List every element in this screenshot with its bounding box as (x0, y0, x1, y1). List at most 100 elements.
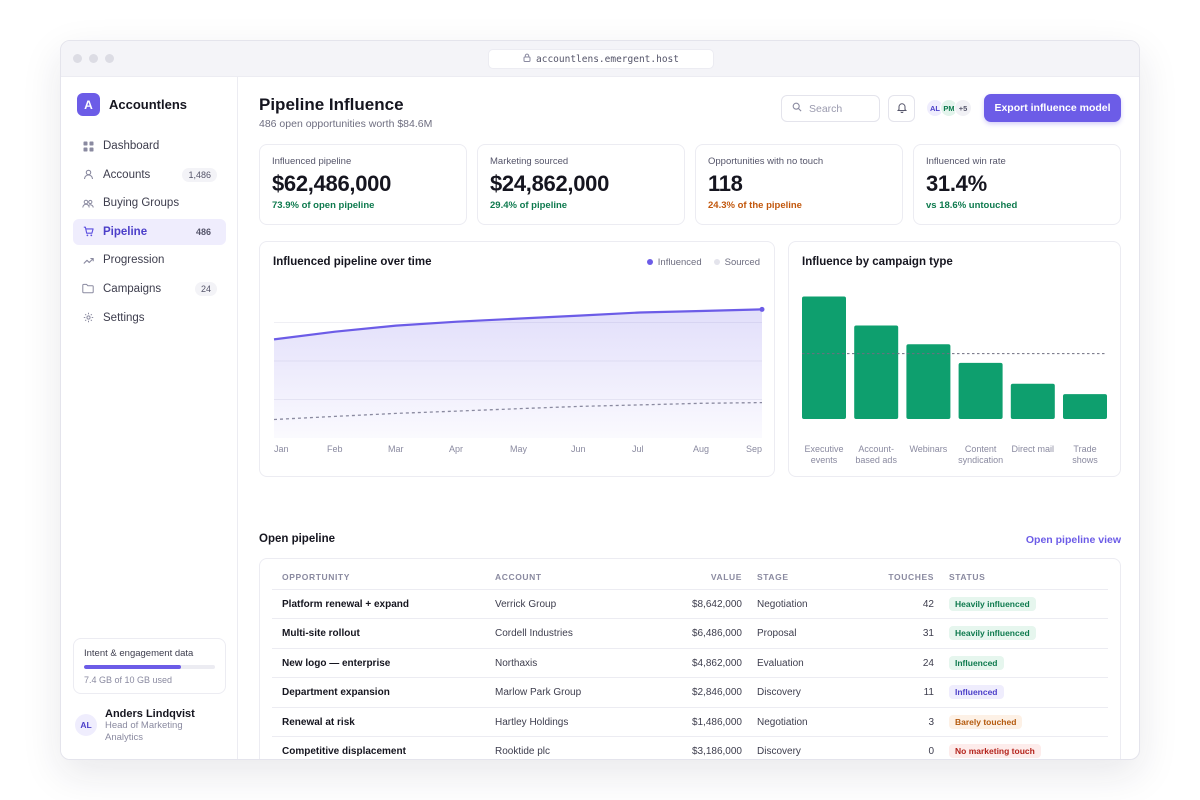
cell-opportunity[interactable]: Multi-site rollout (282, 628, 360, 640)
kpi-value: 118 (708, 171, 743, 196)
bar[interactable] (958, 362, 1003, 419)
column-header-account[interactable]: ACCOUNT (495, 572, 542, 582)
sidebar-item-dashboard[interactable]: Dashboard (73, 133, 226, 159)
cell-opportunity[interactable]: Platform renewal + expand (282, 599, 409, 610)
x-tick-label: Content syndication (958, 444, 1004, 465)
x-tick-label: Direct mail (1011, 444, 1055, 454)
legend-label: Sourced (724, 257, 760, 268)
table-row[interactable]: New logo — enterprise Northaxis $4,862,000… (272, 647, 1108, 677)
sidebar-item-label: Settings (103, 311, 145, 324)
cell-account: Northaxis (495, 657, 538, 669)
address-bar[interactable]: accountlens.emergent.host (488, 49, 714, 69)
legend-dot (646, 259, 653, 266)
sidebar-item-count: 486 (195, 226, 211, 237)
table-row[interactable]: Competitive displacement Rooktide plc $3,1… (272, 736, 1108, 759)
maximize-window-dot[interactable] (105, 54, 114, 63)
cell-account: Cordell Industries (495, 628, 573, 640)
lock-icon (523, 53, 531, 65)
bar[interactable] (1010, 383, 1055, 419)
table-row[interactable]: Department expansion Marlow Park Group $2,… (272, 677, 1108, 706)
x-tick-label: Aug (693, 444, 710, 454)
x-tick-label: Jun (571, 444, 586, 454)
bar-chart (802, 296, 1107, 419)
x-tick-label: Account-based ads (855, 444, 897, 465)
kpi-card-influenced-pipeline: Influenced pipeline $62,486,000 73.9% of… (259, 144, 467, 225)
avatar: AL (75, 714, 97, 736)
column-header-stage[interactable]: STAGE (757, 572, 789, 582)
minimize-window-dot[interactable] (89, 54, 98, 63)
cell-account: Marlow Park Group (495, 687, 582, 699)
kpi-card-win-rate: Influenced win rate 31.4% vs 18.6% untou… (913, 144, 1121, 225)
x-tick-label: Executive events (804, 444, 844, 465)
legend-item-sourced[interactable]: Sourced (713, 257, 760, 268)
cell-account: Hartley Holdings (495, 716, 569, 728)
x-tick-label: Mar (388, 444, 404, 454)
bar[interactable] (1063, 394, 1107, 419)
cell-touches: 24 (922, 657, 934, 669)
sidebar-item-settings[interactable]: Settings (73, 305, 226, 331)
cell-touches: 0 (928, 746, 934, 757)
x-tick-label: Apr (449, 444, 464, 454)
x-tick-label: Feb (327, 444, 343, 454)
user-profile[interactable]: AL Anders Lindqvist Head of Marketing An… (75, 708, 205, 743)
open-pipeline-view-link[interactable]: Open pipeline view (1025, 534, 1121, 546)
column-header-touches[interactable]: TOUCHES (888, 572, 934, 582)
status-badge: Influenced (949, 685, 1004, 700)
x-tick-label: Trade shows (1072, 444, 1098, 465)
column-header-value[interactable]: VALUE (710, 572, 742, 582)
column-header-status[interactable]: STATUS (949, 572, 986, 582)
cell-opportunity[interactable]: Renewal at risk (282, 716, 355, 728)
browser-titlebar: accountlens.emergent.host (61, 41, 1139, 77)
sidebar-item-progression[interactable]: Progression (73, 247, 226, 273)
sidebar-item-label: Pipeline (103, 225, 148, 238)
status-badge: Influenced (949, 655, 1004, 670)
cell-account: Rooktide plc (495, 746, 551, 757)
legend-label: Influenced (657, 257, 702, 268)
page-title: Pipeline Influence (259, 95, 404, 114)
cell-touches: 11 (923, 687, 934, 699)
cell-opportunity[interactable]: Department expansion (282, 687, 390, 699)
bar[interactable] (906, 344, 951, 419)
cell-opportunity[interactable]: Competitive displacement (282, 746, 406, 757)
cell-opportunity[interactable]: New logo — enterprise (282, 657, 391, 669)
page-subtitle: 486 open opportunities worth $84.6M (259, 118, 433, 130)
cell-stage: Negotiation (757, 599, 808, 610)
x-tick-label: May (510, 444, 528, 454)
search-input[interactable]: Search (781, 95, 880, 122)
column-header-opportunity[interactable]: OPPORTUNITY (282, 572, 350, 582)
cell-stage: Negotiation (757, 716, 808, 728)
search-placeholder: Search (809, 102, 843, 115)
storage-progress-fill (84, 665, 181, 669)
kpi-subtext: 29.4% of pipeline (490, 200, 568, 211)
status-badge: Heavily influenced (949, 626, 1036, 641)
bar[interactable] (802, 296, 846, 419)
cell-value: $4,862,000 (691, 657, 742, 669)
cell-stage: Proposal (757, 628, 797, 640)
table-row[interactable]: Multi-site rollout Cordell Industries $6,4… (272, 618, 1108, 647)
trend-icon (82, 254, 94, 266)
kpi-value: $62,486,000 (272, 171, 392, 196)
table-row[interactable]: Renewal at risk Hartley Holdings $1,486,00… (272, 706, 1108, 736)
kpi-subtext: vs 18.6% untouched (926, 200, 1018, 211)
sidebar-item-pipeline[interactable]: Pipeline 486 (73, 218, 226, 245)
bar[interactable] (854, 325, 899, 419)
grid-icon (82, 140, 94, 152)
x-tick-label: Sep (746, 444, 763, 454)
export-influence-model-button[interactable]: Export influence model (984, 94, 1121, 122)
collaborator-avatars[interactable]: AL PM +5 (926, 99, 972, 117)
storage-progress-bar (84, 665, 215, 669)
sidebar-item-campaigns[interactable]: Campaigns 24 (73, 276, 226, 302)
notifications-button[interactable] (888, 95, 915, 122)
cell-stage: Discovery (757, 687, 801, 699)
cell-stage: Evaluation (757, 657, 804, 669)
sidebar-item-accounts[interactable]: Accounts 1,486 (73, 162, 226, 188)
cell-value: $3,186,000 (691, 746, 742, 757)
gear-icon (82, 312, 94, 324)
brand[interactable]: A Accountlens (77, 93, 187, 116)
close-window-dot[interactable] (73, 54, 82, 63)
x-tick-label: Jan (274, 444, 289, 454)
sidebar-item-buying-groups[interactable]: Buying Groups (73, 190, 226, 216)
legend-item-influenced[interactable]: Influenced (646, 257, 702, 268)
table-row[interactable]: Platform renewal + expand Verrick Group $8… (272, 589, 1108, 618)
kpi-subtext: 73.9% of open pipeline (272, 200, 375, 211)
